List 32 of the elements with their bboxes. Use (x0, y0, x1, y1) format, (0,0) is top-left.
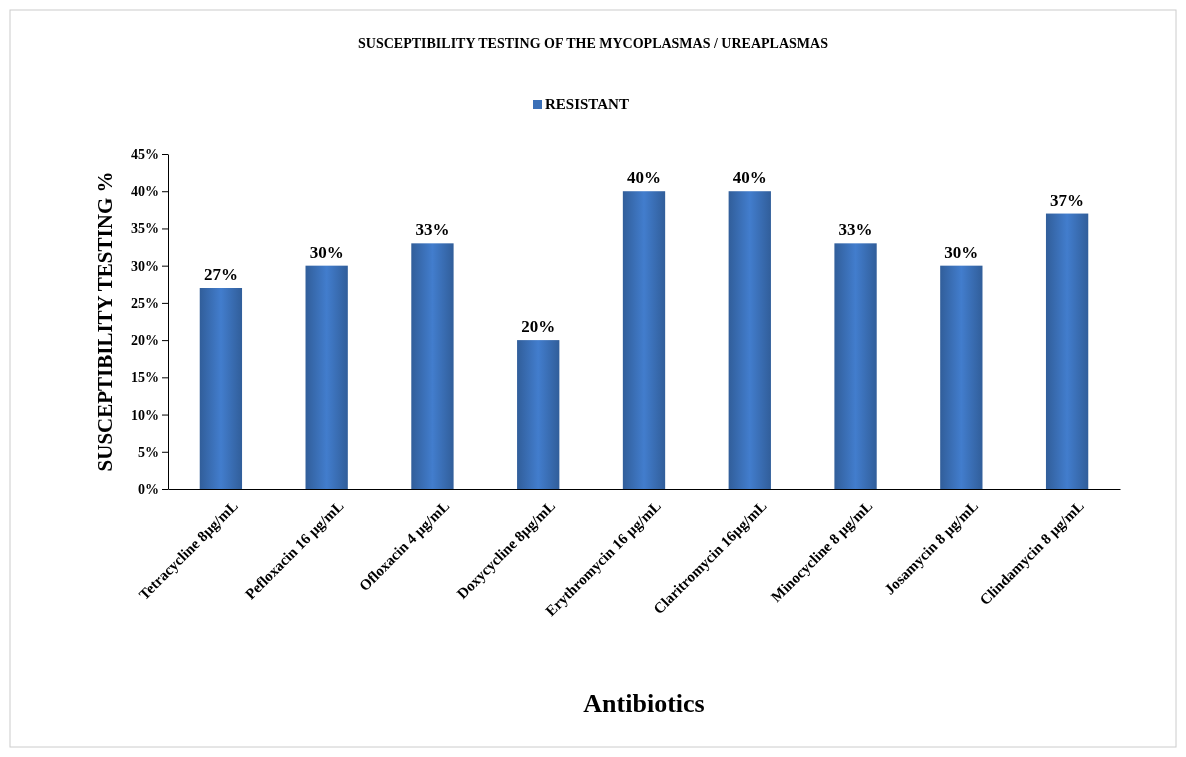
x-axis-title: Antibiotics (583, 689, 705, 718)
y-tick-label: 20% (131, 333, 159, 349)
data-label: 20% (521, 317, 556, 337)
chart-title: SUSCEPTIBILITY TESTING OF THE MYCOPLASMAS / UREAPLASMAS (358, 36, 829, 51)
bar (834, 243, 877, 489)
y-tick-label: 40% (131, 184, 159, 200)
bar (728, 191, 771, 489)
data-label: 33% (838, 220, 873, 240)
bar (411, 243, 454, 489)
data-label: 33% (415, 220, 450, 240)
y-tick-label: 0% (138, 481, 159, 497)
data-label: 30% (309, 242, 344, 262)
bar (1045, 213, 1089, 489)
bar (622, 191, 666, 489)
data-label: 40% (627, 168, 661, 188)
data-label: 40% (732, 168, 767, 188)
y-tick-label: 35% (131, 221, 159, 237)
bar (199, 288, 243, 489)
y-tick-label: 45% (131, 146, 159, 162)
data-label: 37% (1050, 190, 1085, 210)
y-tick-label: 15% (131, 370, 159, 386)
y-tick-label: 10% (131, 407, 159, 423)
y-tick-label: 30% (131, 258, 159, 274)
y-axis-title: SUSCEPTIBILITY TESTING % (93, 171, 117, 472)
y-tick-label: 5% (138, 444, 159, 460)
bar (940, 265, 983, 489)
bar (305, 265, 348, 489)
legend-label: RESISTANT (545, 96, 629, 112)
data-label: 27% (203, 265, 238, 284)
bar (517, 340, 560, 489)
data-label: 30% (944, 242, 979, 262)
y-tick-label: 25% (131, 295, 159, 311)
